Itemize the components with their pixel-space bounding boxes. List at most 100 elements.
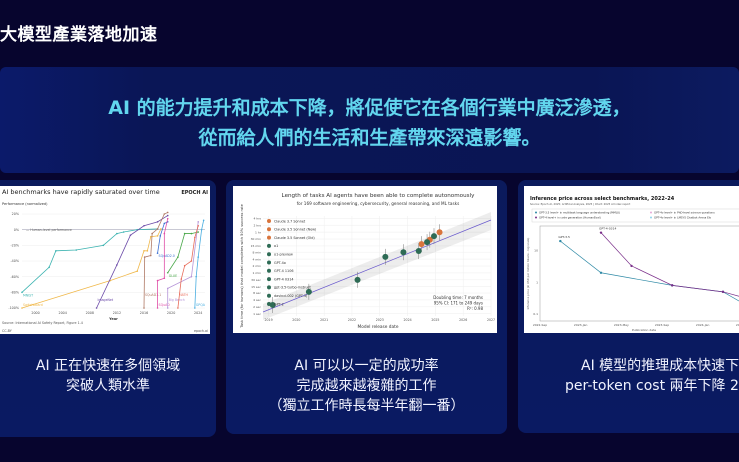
y-tick-label: 15 sec (251, 285, 261, 289)
x-tick-label: 2022-Sep (533, 323, 547, 327)
chart-title: Inference price across select benchmarks… (530, 196, 675, 202)
y-tick-label: 0.1 (533, 312, 538, 316)
data-point (156, 279, 159, 282)
y-tick-label: -40% (10, 259, 19, 263)
series-label: SQuAD1.1 (145, 293, 161, 297)
data-point-davinci-002-gpt-3- (305, 288, 312, 295)
legend-label: GPT-4 1106 (274, 269, 294, 273)
doubling-annotation: 95% CI: 171 to 249 days (434, 301, 483, 306)
y-tick-label: 2 sec (253, 305, 261, 309)
series-label: SQuAD2.0 (159, 254, 175, 258)
data-point (190, 260, 193, 262)
x-tick-label: 2024-May (736, 323, 739, 327)
data-point (159, 235, 162, 237)
data-point (21, 307, 23, 309)
data-point (151, 232, 153, 235)
chart-subtitle: for 169 software engineering, cybersecur… (297, 201, 460, 206)
data-point-gpt-2 (269, 301, 276, 308)
y-tick-label: 0% (14, 228, 19, 232)
data-point (166, 307, 169, 309)
series-label: GPQA (196, 303, 206, 307)
data-point-gpt-3-5-turbo-instruct (354, 276, 361, 283)
series-line-glue (167, 231, 199, 273)
data-point (55, 250, 57, 252)
y-tick-label: 1 sec (253, 312, 261, 316)
license-note: CC-BY (2, 329, 13, 333)
data-point (197, 256, 200, 258)
series-line (560, 240, 739, 302)
legend-marker (650, 216, 652, 219)
x-tick-label: 2023 (376, 318, 384, 322)
data-point (143, 307, 145, 309)
data-point (166, 214, 169, 217)
data-point (116, 232, 118, 235)
data-point-claude-3-7-sonnet (436, 229, 443, 236)
benchmarks-chart-image: AI benchmarks have rapidly saturated ove… (0, 186, 210, 334)
caption-line: AI 模型的推理成本快速下降 (581, 358, 739, 374)
data-point (599, 271, 603, 274)
data-point (180, 278, 183, 280)
legend-label: GPT-3.5 level+ in multitask language und… (539, 211, 620, 215)
data-point (195, 275, 197, 278)
x-tick-label: 2023-Sep (655, 323, 669, 327)
legend-marker (650, 211, 652, 214)
x-axis-label: Publication date (632, 328, 656, 332)
data-point (160, 228, 162, 230)
caption-line: AI 正在快速在多個領域 (35, 358, 181, 374)
caption-line: 突破人類水準 (66, 378, 150, 394)
data-point-gpt-4-1106 (400, 249, 407, 256)
banner-line-1: AI 的能力提升和成本下降，將促使它在各個行業中廣泛滲透， (108, 97, 631, 119)
legend-label: gpt-3.5-turbo-instruct (274, 286, 311, 290)
series-label: GLUE (169, 274, 177, 278)
data-point-claude-3-5-sonnet-old- (418, 241, 425, 248)
data-point (177, 256, 179, 258)
y-axis-label: Inference price (in USD per million toke… (526, 238, 530, 310)
legend-label: davinci-002 (GPT-3) (274, 294, 308, 298)
legend-label: GPT-4o level+ in LMSYS Chatbot Arena Elo (654, 216, 712, 220)
human-level-label: — Human-level performance (26, 228, 72, 232)
x-axis-label: Year (108, 317, 118, 321)
data-point (194, 236, 196, 239)
y-tick-label: -80% (10, 291, 19, 295)
task-length-chart-image: Length of tasks AI agents have been able… (233, 186, 497, 333)
data-point-o1 (431, 233, 437, 240)
card-1-caption: AI 正在快速在多個領域 突破人類水準 (0, 356, 216, 396)
legend-marker (267, 227, 271, 232)
legend-label: GPT-4 level+ in code generation (HumanEv… (539, 216, 601, 220)
data-point (194, 307, 196, 309)
data-point (599, 231, 603, 234)
data-point-gpt-4-0314 (382, 253, 389, 260)
x-tick-label: 2023-Jan (574, 323, 588, 327)
data-point (166, 287, 169, 290)
doubling-annotation: R²: 0.98 (467, 306, 483, 311)
data-point (183, 264, 186, 267)
x-tick-label: 2021 (320, 318, 328, 322)
y-tick-label: 10 (534, 249, 538, 253)
x-tick-label: 2024 (194, 311, 202, 315)
legend-label: GPT-4o (274, 261, 286, 265)
data-point (630, 264, 633, 268)
source-note: Source: Epoch AI, 2025; Artificial Analy… (530, 202, 630, 206)
data-point (48, 266, 50, 269)
y-tick-label: 4 min (252, 257, 261, 261)
series-line-mnist (21, 228, 158, 293)
legend-label: Claude 3.5 Sonnet (New) (274, 228, 317, 232)
data-point (197, 224, 200, 227)
y-tick-label: 2 hrs (253, 223, 261, 227)
data-point (95, 307, 98, 309)
data-point (183, 232, 186, 235)
legend-marker (267, 302, 271, 306)
chart-title: Length of tasks AI agents have been able… (282, 193, 476, 199)
legend-label: o1-preview (274, 253, 293, 257)
series-label: Big Bench (169, 298, 185, 302)
legend-marker (267, 293, 271, 298)
model-label: GPT-4-0314 (599, 227, 616, 231)
data-point (163, 277, 166, 280)
series-label: Switchboard (23, 303, 43, 307)
x-tick-label: 2008 (86, 311, 94, 315)
series-label: SQuAD (159, 303, 171, 307)
y-tick-label: -100% (8, 306, 19, 310)
y-tick-label: 1 (536, 280, 538, 284)
model-label: GPT-3.5 (558, 235, 570, 239)
data-point (177, 307, 179, 309)
